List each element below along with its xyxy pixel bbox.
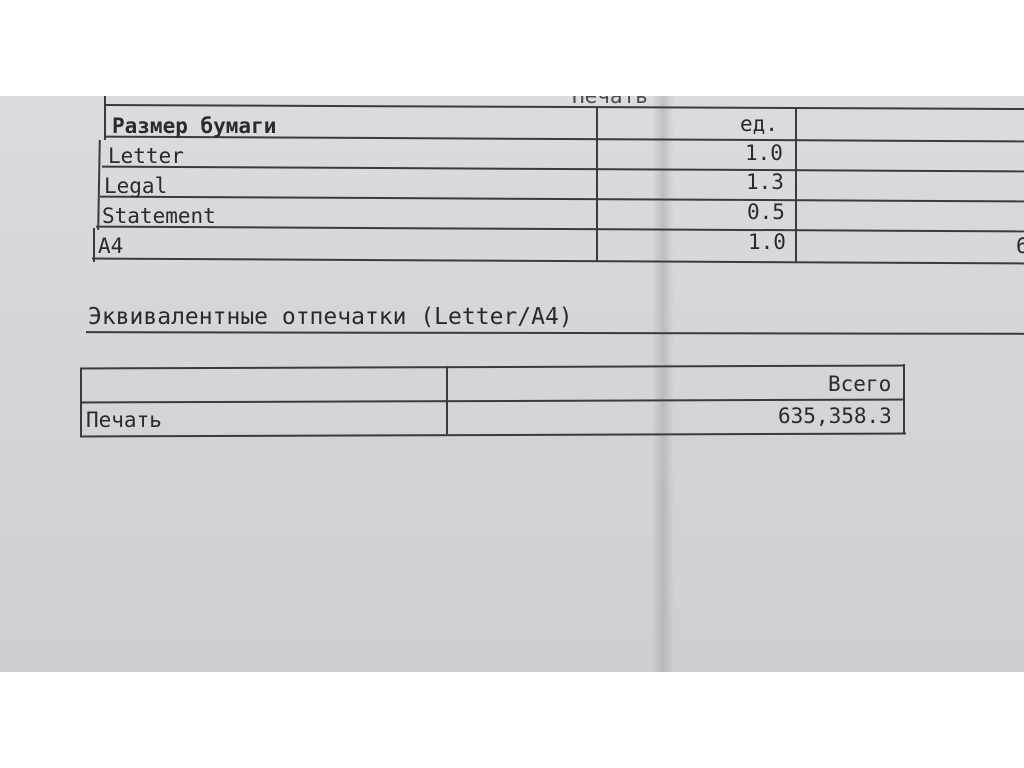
row-unit: 0.5 [747, 200, 785, 224]
section-title: Эквивалентные отпечатки (Letter/A4) [88, 304, 573, 330]
row-unit: 1.0 [748, 230, 786, 254]
header-unit: ед. [740, 112, 778, 136]
row-size: A4 [98, 234, 124, 258]
row-partial-value: 6 [1016, 234, 1024, 258]
paper-fold [652, 96, 674, 672]
header-paper-size: Размер бумаги [112, 114, 277, 138]
row-size: Legal [104, 174, 168, 198]
document-photo: Печать Размер бумаги ед. Letter 1.0 Lega… [0, 96, 1024, 672]
row-label-print: Печать [86, 408, 162, 432]
row-unit: 1.0 [745, 141, 783, 165]
row-size: Statement [102, 204, 216, 228]
header-total: Всего [828, 372, 892, 396]
row-value-total: 635,358.3 [778, 404, 892, 428]
row-size: Letter [108, 144, 184, 168]
row-unit: 1.3 [746, 170, 784, 194]
section-underline [85, 331, 1024, 335]
top-partial-heading: Печать [572, 96, 648, 108]
